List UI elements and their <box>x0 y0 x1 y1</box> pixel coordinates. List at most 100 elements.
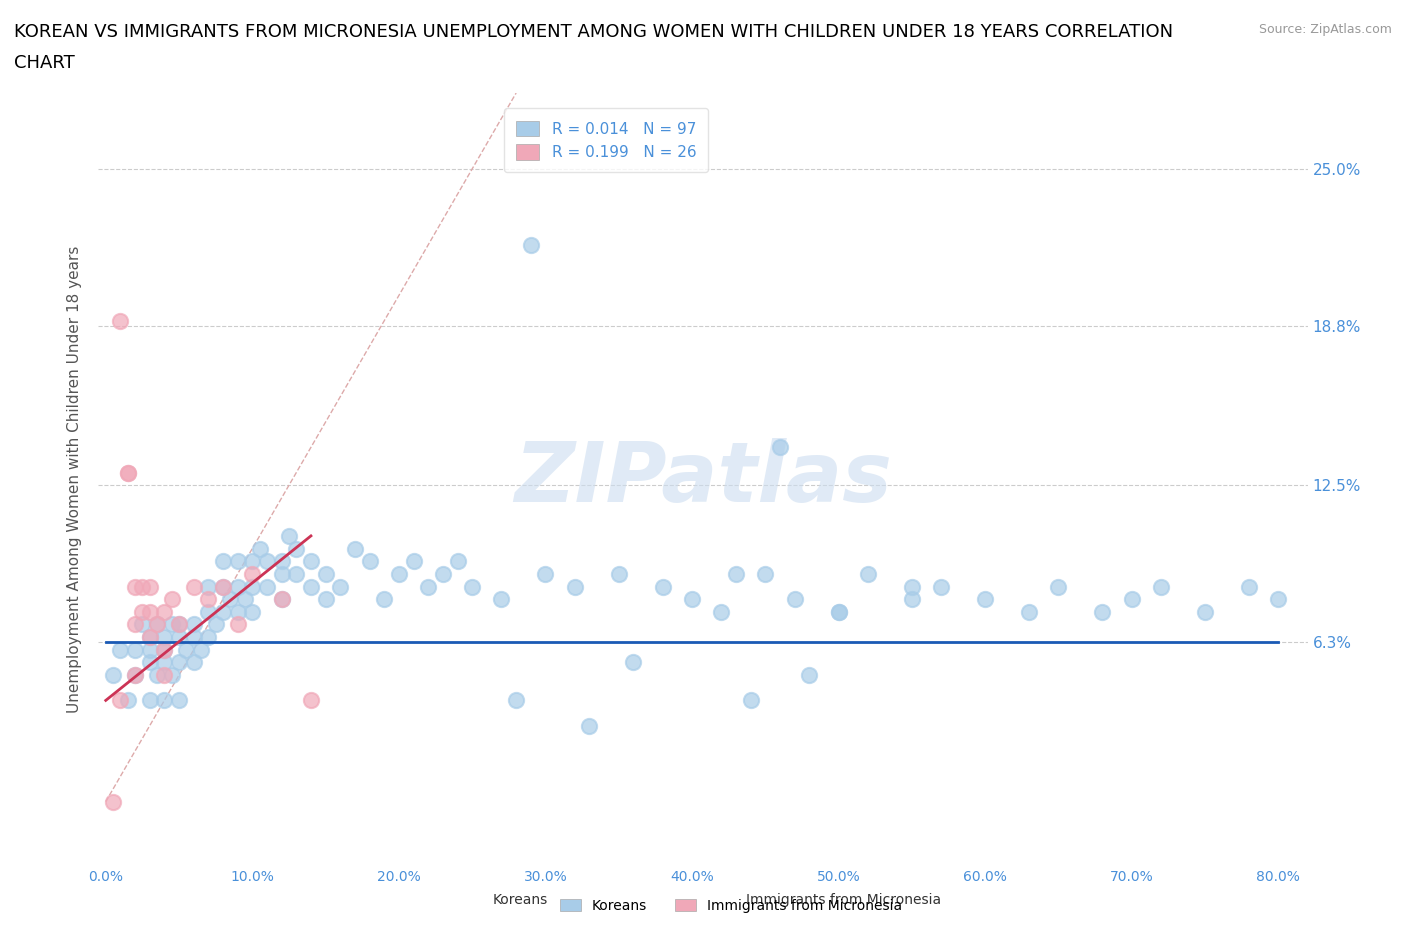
Point <box>138 693 160 708</box>
Point <box>461 579 484 594</box>
Point <box>315 591 337 606</box>
Point <box>240 604 263 619</box>
Point <box>226 579 249 594</box>
Point <box>167 693 190 708</box>
Point <box>167 617 190 631</box>
Point <box>285 566 308 581</box>
Text: Immigrants from Micronesia: Immigrants from Micronesia <box>747 893 941 907</box>
Point <box>299 693 322 708</box>
Point <box>153 630 176 644</box>
Point <box>578 718 600 733</box>
Point <box>505 693 527 708</box>
Point <box>402 553 425 568</box>
Point <box>146 617 169 631</box>
Point <box>226 617 249 631</box>
Point <box>138 579 160 594</box>
Point <box>138 655 160 670</box>
Point <box>929 579 952 594</box>
Point <box>124 579 146 594</box>
Point <box>197 591 219 606</box>
Point <box>534 566 557 581</box>
Point <box>131 604 153 619</box>
Point <box>1237 579 1260 594</box>
Point <box>1194 604 1216 619</box>
Point <box>153 655 176 670</box>
Point <box>138 643 160 658</box>
Point <box>249 541 271 556</box>
Point <box>167 655 190 670</box>
Point <box>124 668 146 683</box>
Point <box>240 553 263 568</box>
Point <box>160 668 183 683</box>
Point <box>197 579 219 594</box>
Point <box>329 579 352 594</box>
Point <box>783 591 806 606</box>
Point <box>117 465 139 480</box>
Point <box>117 465 139 480</box>
Point <box>299 553 322 568</box>
Point <box>270 553 292 568</box>
Point <box>153 668 176 683</box>
Point <box>1150 579 1173 594</box>
Point <box>110 313 132 328</box>
Point <box>621 655 644 670</box>
Point <box>256 553 278 568</box>
Point <box>285 541 308 556</box>
Point <box>110 693 132 708</box>
Point <box>278 528 301 543</box>
Point <box>607 566 630 581</box>
Point <box>197 630 219 644</box>
Point <box>160 617 183 631</box>
Text: Koreans: Koreans <box>492 893 548 907</box>
Point <box>226 553 249 568</box>
Point <box>183 617 205 631</box>
Point <box>901 591 924 606</box>
Point <box>138 630 160 644</box>
Point <box>799 668 821 683</box>
Point <box>432 566 454 581</box>
Text: ZIPatlas: ZIPatlas <box>515 438 891 520</box>
Point <box>446 553 468 568</box>
Point <box>131 579 153 594</box>
Point <box>373 591 395 606</box>
Point <box>343 541 366 556</box>
Point <box>240 579 263 594</box>
Point <box>212 604 235 619</box>
Point <box>153 604 176 619</box>
Point <box>176 643 198 658</box>
Point <box>240 566 263 581</box>
Point <box>270 566 292 581</box>
Point <box>754 566 776 581</box>
Point <box>110 643 132 658</box>
Point <box>233 591 256 606</box>
Point <box>117 693 139 708</box>
Point <box>769 440 792 455</box>
Point <box>827 604 849 619</box>
Point <box>256 579 278 594</box>
Point <box>564 579 586 594</box>
Point <box>1121 591 1143 606</box>
Point <box>315 566 337 581</box>
Point <box>160 591 183 606</box>
Point <box>901 579 924 594</box>
Point <box>153 693 176 708</box>
Point <box>183 630 205 644</box>
Text: CHART: CHART <box>14 54 75 72</box>
Point <box>124 643 146 658</box>
Point <box>212 579 235 594</box>
Point <box>138 630 160 644</box>
Point <box>491 591 513 606</box>
Point <box>974 591 997 606</box>
Point <box>856 566 879 581</box>
Point <box>146 668 169 683</box>
Point <box>1018 604 1040 619</box>
Point <box>827 604 849 619</box>
Point <box>226 604 249 619</box>
Point <box>138 604 160 619</box>
Point <box>710 604 733 619</box>
Legend: Koreans, Immigrants from Micronesia: Koreans, Immigrants from Micronesia <box>554 894 908 919</box>
Text: Source: ZipAtlas.com: Source: ZipAtlas.com <box>1258 23 1392 36</box>
Point <box>681 591 703 606</box>
Point <box>359 553 381 568</box>
Point <box>167 630 190 644</box>
